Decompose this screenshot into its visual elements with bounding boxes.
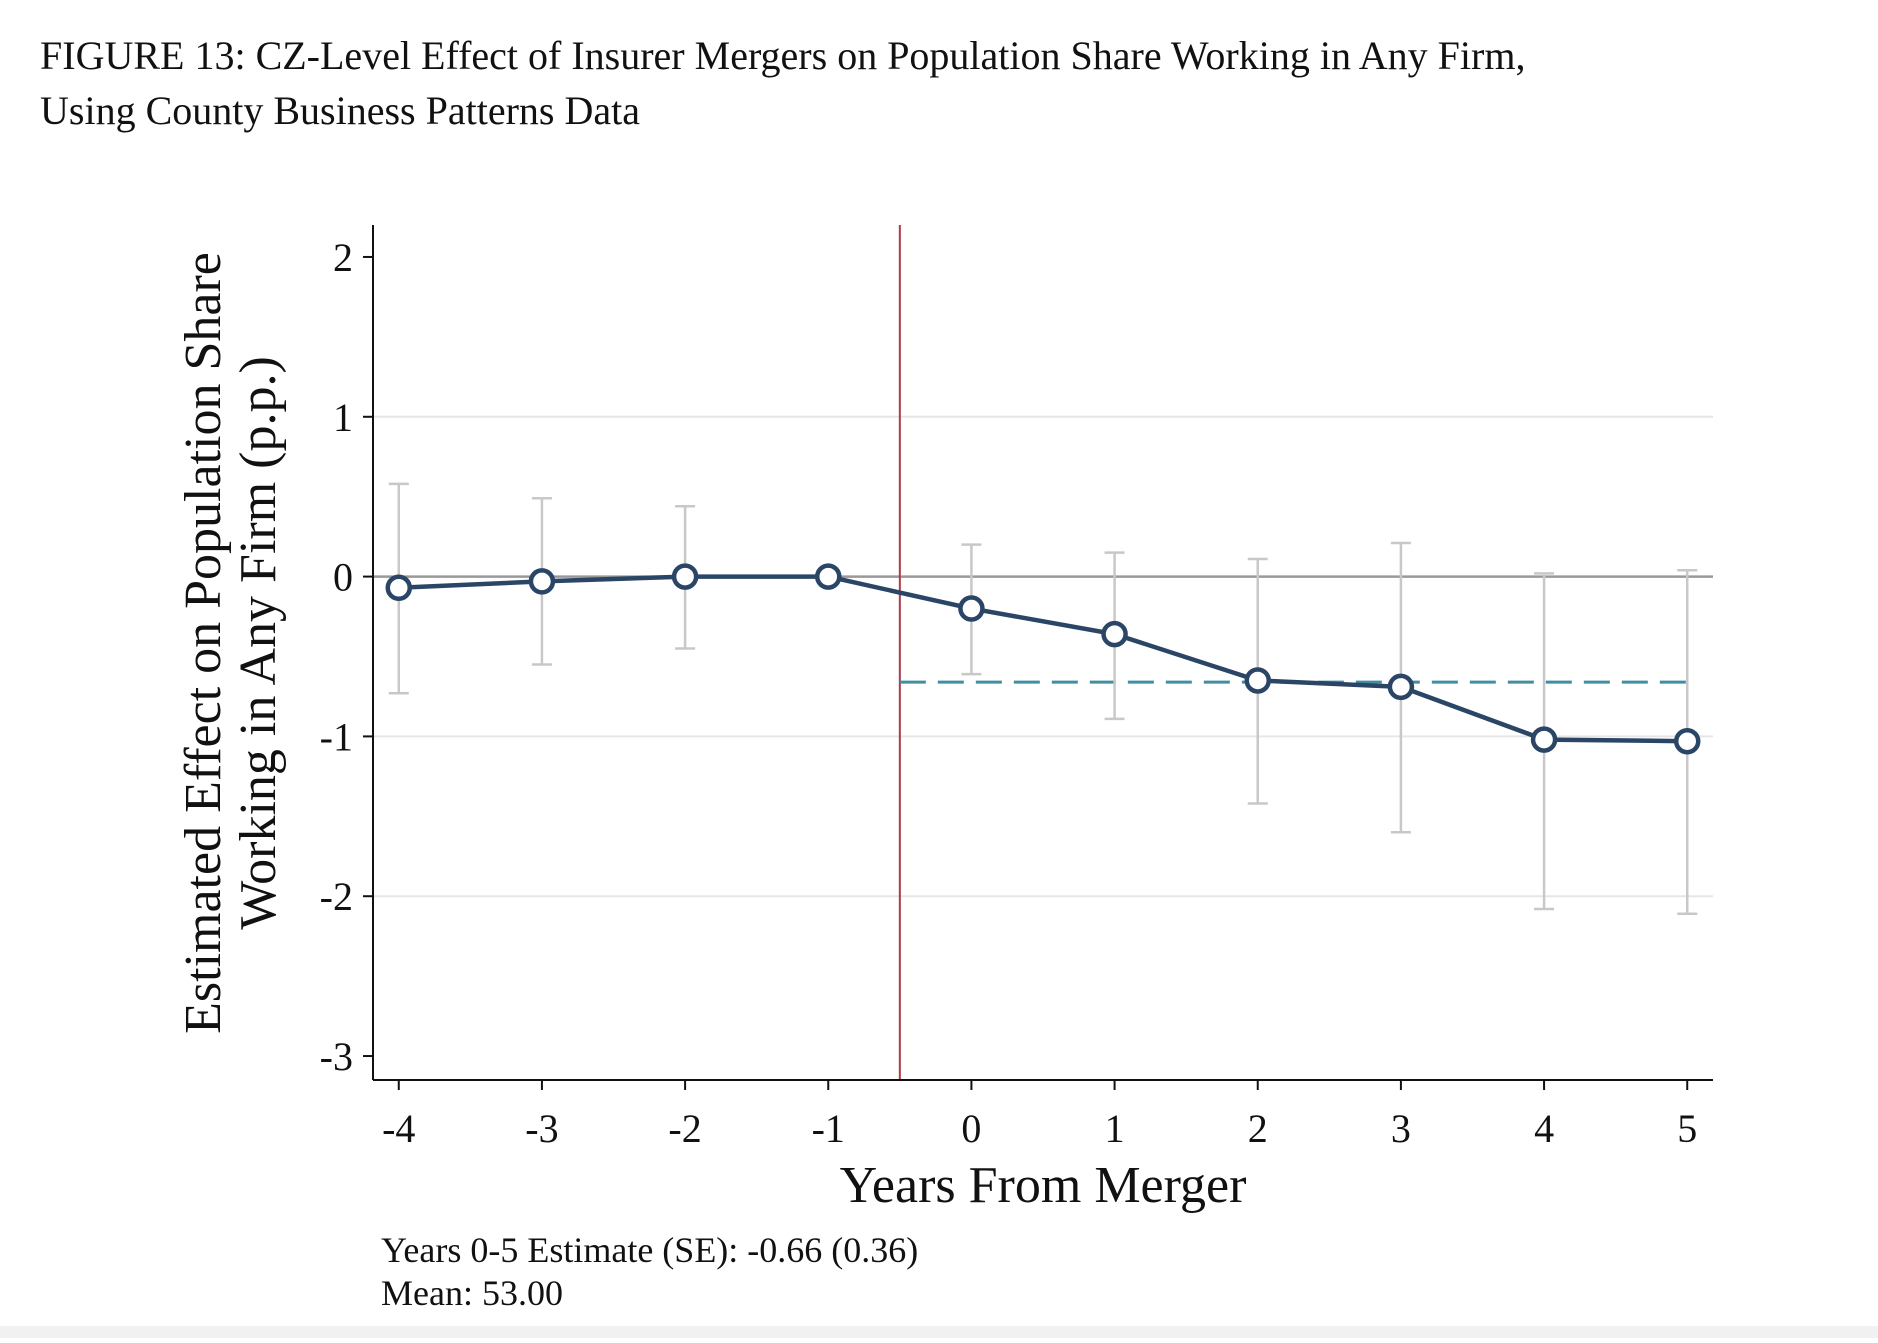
- estimate-line: [398, 574, 1688, 744]
- reference-lines: [373, 225, 1713, 1080]
- y-axis-title-line1: Estimated Effect on Population Share: [175, 252, 232, 1034]
- ticks: 2 1 0 -1 -2 -3 -4 -3 -2 -1 0 1 2 3 4 5: [320, 235, 1698, 1151]
- estimate-point: [1530, 726, 1558, 753]
- estimate-point: [671, 563, 699, 590]
- figure-caption-line2: Using County Business Patterns Data: [40, 88, 640, 133]
- estimate-point: [528, 568, 556, 595]
- y-tick-label: -1: [320, 714, 353, 759]
- axes: [372, 225, 1713, 1081]
- x-tick-label: -1: [812, 1106, 845, 1151]
- mean-note: Mean: 53.00: [381, 1273, 563, 1313]
- figure-caption: FIGURE 13: CZ-Level Effect of Insurer Me…: [40, 28, 1870, 138]
- estimate-point: [1244, 667, 1271, 694]
- y-tick-label: -2: [320, 874, 353, 919]
- estimate-point: [815, 563, 842, 590]
- y-tick-label: 2: [333, 235, 353, 280]
- estimate-point: [1101, 620, 1128, 648]
- x-tick-label: 1: [1105, 1106, 1125, 1151]
- confidence-intervals: [388, 482, 1698, 916]
- estimate-point: [958, 595, 985, 622]
- x-tick-label: 5: [1677, 1106, 1697, 1151]
- y-axis-title-line2: Working in Any Firm (p.p.): [230, 356, 287, 930]
- estimate-point: [1673, 727, 1701, 755]
- y-tick-label: 1: [333, 395, 353, 440]
- x-tick-label: -3: [525, 1106, 558, 1151]
- x-tick-label: -4: [382, 1106, 415, 1151]
- gridlines: [373, 415, 1713, 898]
- x-tick-label: 0: [961, 1106, 981, 1151]
- x-tick-label: 2: [1248, 1106, 1268, 1151]
- x-axis-title: Years From Merger: [840, 1157, 1247, 1214]
- estimate-note: Years 0-5 Estimate (SE): -0.66 (0.36): [381, 1230, 918, 1270]
- x-tick-label: -2: [668, 1106, 701, 1151]
- x-tick-label: 4: [1534, 1106, 1554, 1151]
- y-tick-label: -3: [320, 1034, 353, 1079]
- page-bottom-strip: [0, 1326, 1878, 1338]
- estimate-point: [385, 574, 413, 602]
- x-tick-label: 3: [1391, 1106, 1411, 1151]
- estimate-point: [1387, 673, 1415, 701]
- estimate-series: [385, 563, 1701, 755]
- figure-caption-line1: FIGURE 13: CZ-Level Effect of Insurer Me…: [40, 33, 1526, 78]
- y-tick-label: 0: [333, 555, 353, 600]
